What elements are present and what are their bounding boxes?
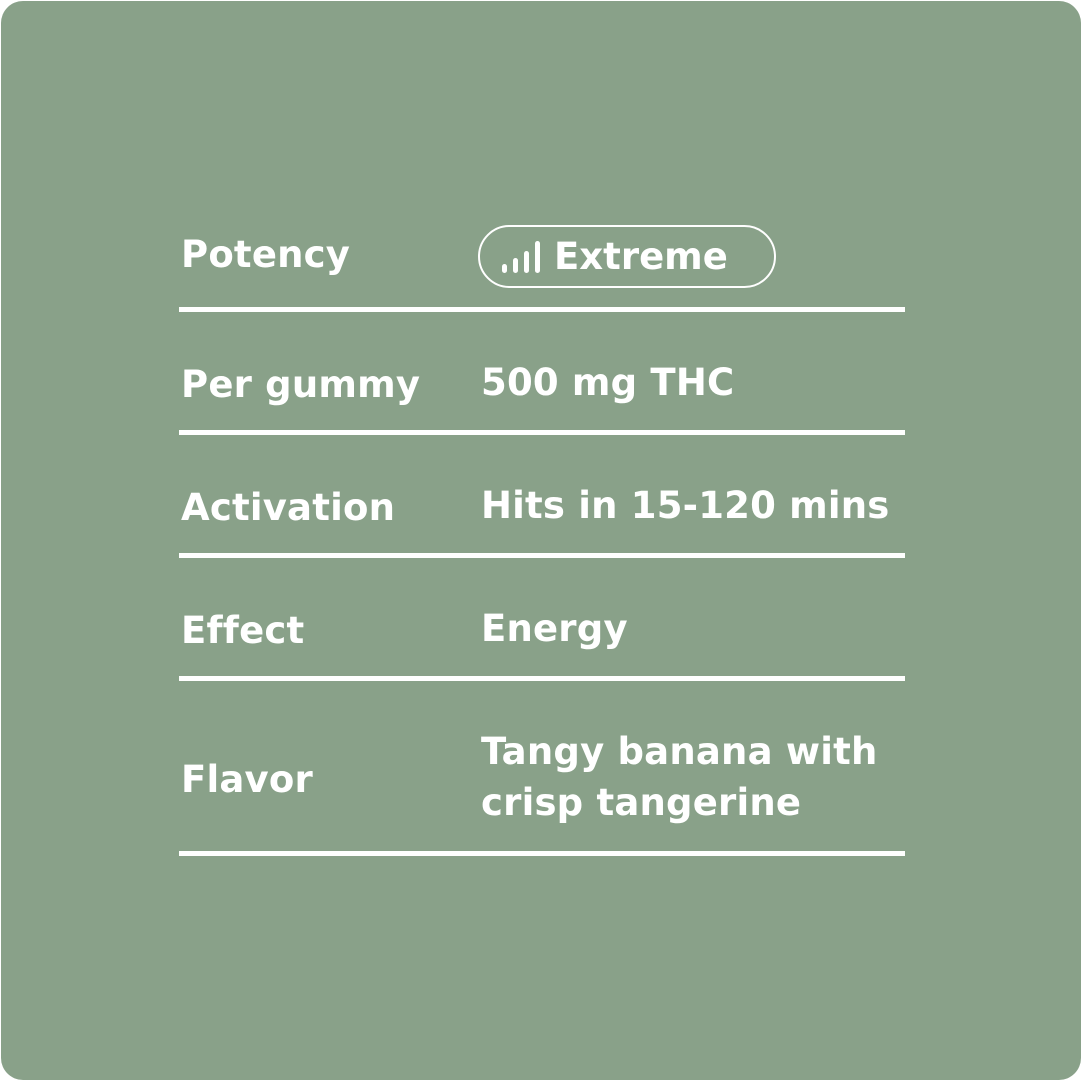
potency-value: Extreme	[554, 235, 728, 278]
activation-value: Hits in 15-120 mins	[481, 484, 890, 527]
divider	[179, 553, 905, 558]
flavor-line: Tangy banana with	[481, 730, 878, 773]
flavor-value: Tangy banana with crisp tangerine	[481, 726, 878, 828]
signal-bars-icon	[502, 240, 540, 273]
per-gummy-label: Per gummy	[181, 363, 421, 406]
potency-label: Potency	[181, 233, 351, 276]
per-gummy-value: 500 mg THC	[481, 361, 735, 404]
divider	[179, 430, 905, 435]
effect-value: Energy	[481, 607, 628, 650]
effect-label: Effect	[181, 609, 305, 652]
flavor-line: crisp tangerine	[481, 781, 802, 824]
divider	[179, 676, 905, 681]
potency-badge: Extreme	[478, 225, 776, 288]
activation-label: Activation	[181, 486, 396, 529]
divider	[179, 307, 905, 312]
flavor-label: Flavor	[181, 758, 313, 801]
divider	[179, 851, 905, 856]
